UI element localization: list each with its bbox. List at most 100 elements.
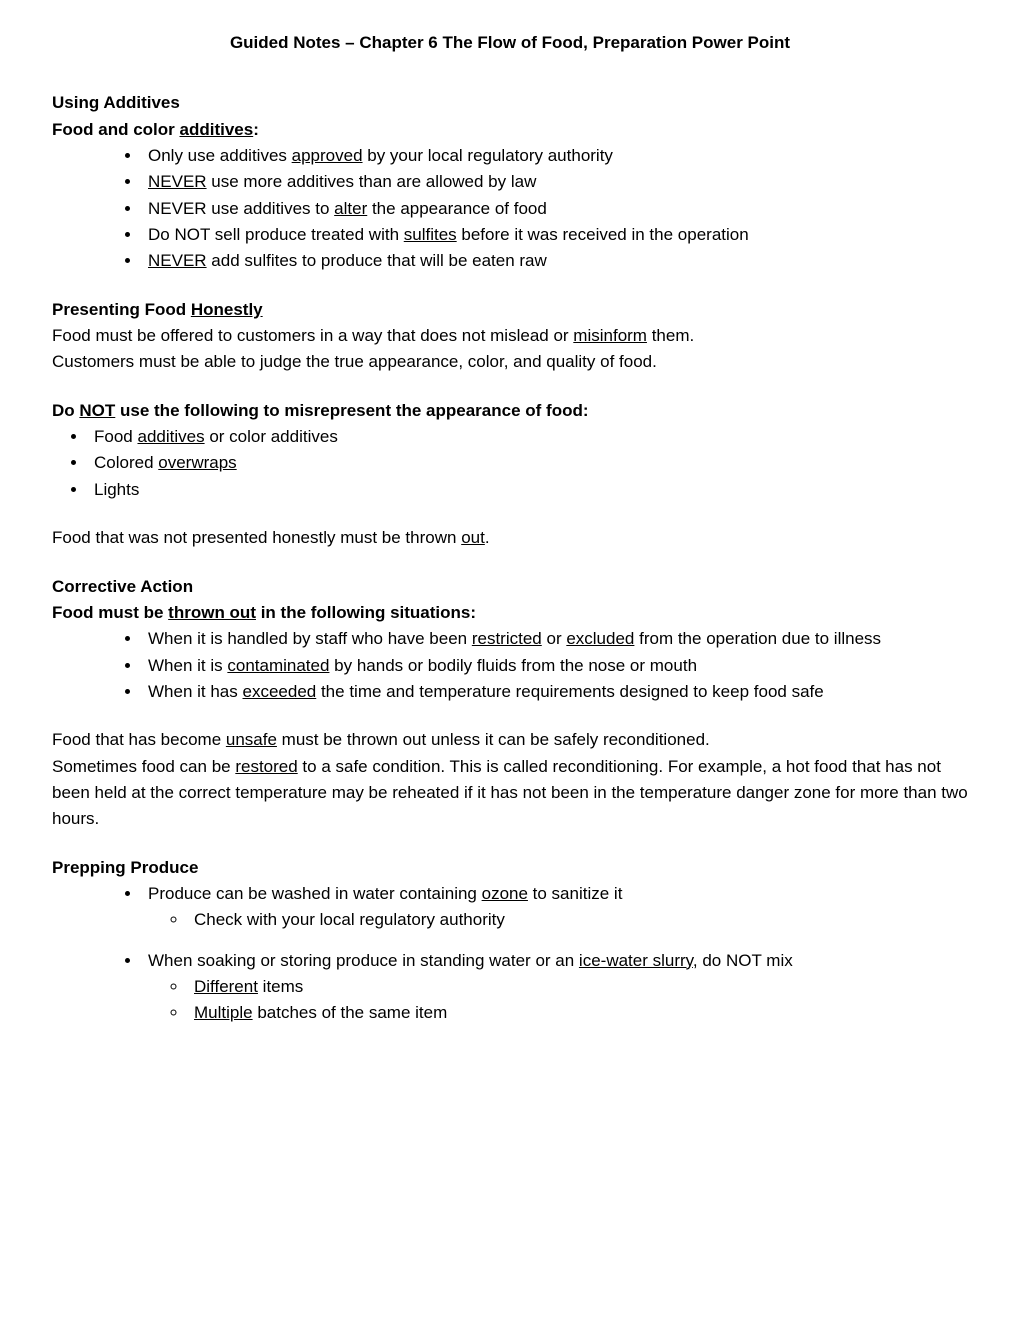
heading-corrective-action: Corrective Action xyxy=(52,574,968,600)
heading-using-additives: Using Additives xyxy=(52,90,968,116)
text-underline: excluded xyxy=(566,629,634,648)
sub-list: Different items Multiple batches of the … xyxy=(188,974,968,1027)
heading-do-not: Do NOT use the following to misrepresent… xyxy=(52,398,968,424)
text: . xyxy=(485,528,490,547)
list-item: Different items xyxy=(188,974,968,1000)
list-item: When it is contaminated by hands or bodi… xyxy=(142,653,968,679)
text-underline: NEVER xyxy=(148,172,207,191)
corrective-list: When it is handled by staff who have bee… xyxy=(142,626,968,705)
text: When it is handled by staff who have bee… xyxy=(148,629,472,648)
text: Food must be offered to customers in a w… xyxy=(52,326,573,345)
text: When it has xyxy=(148,682,243,701)
text: batches of the same item xyxy=(253,1003,448,1022)
text-underline: overwraps xyxy=(158,453,236,472)
text-underline: additives xyxy=(137,427,204,446)
text: before it was received in the operation xyxy=(457,225,749,244)
text: Presenting Food xyxy=(52,300,191,319)
text-underline: restored xyxy=(235,757,297,776)
text: Food that was not presented honestly mus… xyxy=(52,528,461,547)
text-underline: approved xyxy=(292,146,363,165)
list-item: Food additives or color additives xyxy=(88,424,968,450)
produce-list: Produce can be washed in water containin… xyxy=(142,881,968,934)
text-underline: Different xyxy=(194,977,258,996)
text: Do xyxy=(52,401,79,420)
text: Food must be xyxy=(52,603,168,622)
list-item: Do NOT sell produce treated with sulfite… xyxy=(142,222,968,248)
text-underline: ozone xyxy=(482,884,528,903)
text: must be thrown out unless it can be safe… xyxy=(277,730,710,749)
text: When it is xyxy=(148,656,227,675)
text: Food and color xyxy=(52,120,180,139)
text: in the following situations: xyxy=(256,603,476,622)
list-item: NEVER use additives to alter the appeara… xyxy=(142,196,968,222)
misrepresent-list: Food additives or color additives Colore… xyxy=(88,424,968,503)
section-do-not-misrepresent: Do NOT use the following to misrepresent… xyxy=(52,398,968,503)
heading-thrown-out-situations: Food must be thrown out in the following… xyxy=(52,600,968,626)
text-underline: ice-water slurry xyxy=(579,951,693,970)
list-item: When it is handled by staff who have bee… xyxy=(142,626,968,652)
list-item: Colored overwraps xyxy=(88,450,968,476)
list-item: Lights xyxy=(88,477,968,503)
text: Do NOT sell produce treated with xyxy=(148,225,404,244)
text-underline: exceeded xyxy=(243,682,317,701)
list-item: Check with your local regulatory authori… xyxy=(188,907,968,933)
section-prepping-produce: Prepping Produce Produce can be washed i… xyxy=(52,855,968,1027)
section-presenting-honestly: Presenting Food Honestly Food must be of… xyxy=(52,297,968,376)
additives-list: Only use additives approved by your loca… xyxy=(142,143,968,275)
text: or xyxy=(542,629,567,648)
text: Produce can be washed in water containin… xyxy=(148,884,482,903)
list-item: Produce can be washed in water containin… xyxy=(142,881,968,934)
heading-food-color-additives: Food and color additives: xyxy=(52,117,968,143)
list-item: When soaking or storing produce in stand… xyxy=(142,948,968,1027)
paragraph: Food that has become unsafe must be thro… xyxy=(52,727,968,753)
text-underline: unsafe xyxy=(226,730,277,749)
text: Food xyxy=(94,427,137,446)
text: : xyxy=(253,120,259,139)
text-underline: thrown out xyxy=(168,603,256,622)
text: items xyxy=(258,977,303,996)
sub-list: Check with your local regulatory authori… xyxy=(188,907,968,933)
paragraph: Food must be offered to customers in a w… xyxy=(52,323,968,349)
text: add sulfites to produce that will be eat… xyxy=(207,251,547,270)
page-title: Guided Notes – Chapter 6 The Flow of Foo… xyxy=(52,30,968,56)
list-item: NEVER use more additives than are allowe… xyxy=(142,169,968,195)
text: Sometimes food can be xyxy=(52,757,235,776)
text: When soaking or storing produce in stand… xyxy=(148,951,579,970)
section-corrective-action: Corrective Action Food must be thrown ou… xyxy=(52,574,968,706)
text: use more additives than are allowed by l… xyxy=(207,172,537,191)
heading-presenting-honestly: Presenting Food Honestly xyxy=(52,297,968,323)
text-underline: alter xyxy=(334,199,367,218)
text: use the following to misrepresent the ap… xyxy=(115,401,588,420)
text: the time and temperature requirements de… xyxy=(316,682,823,701)
text: them. xyxy=(647,326,694,345)
paragraph-thrown-out: Food that was not presented honestly mus… xyxy=(52,525,968,551)
text: or color additives xyxy=(205,427,338,446)
list-item: NEVER add sulfites to produce that will … xyxy=(142,248,968,274)
text-underline: misinform xyxy=(573,326,647,345)
text: Lights xyxy=(94,480,139,499)
text-underline: NEVER xyxy=(148,251,207,270)
list-item: Only use additives approved by your loca… xyxy=(142,143,968,169)
text: from the operation due to illness xyxy=(634,629,881,648)
text-underline: out xyxy=(461,528,485,547)
paragraph: Customers must be able to judge the true… xyxy=(52,349,968,375)
text: Food that has become xyxy=(52,730,226,749)
produce-list-2: When soaking or storing produce in stand… xyxy=(142,948,968,1027)
text-underline: Honestly xyxy=(191,300,263,319)
text: , do NOT mix xyxy=(693,951,793,970)
text-underline: restricted xyxy=(472,629,542,648)
text-underline: Multiple xyxy=(194,1003,253,1022)
text: by your local regulatory authority xyxy=(363,146,613,165)
text-underline: contaminated xyxy=(227,656,329,675)
text-underline: additives xyxy=(180,120,254,139)
text: Colored xyxy=(94,453,158,472)
paragraph: Sometimes food can be restored to a safe… xyxy=(52,754,968,833)
text: NEVER use additives to xyxy=(148,199,334,218)
list-item: Multiple batches of the same item xyxy=(188,1000,968,1026)
text-underline: sulfites xyxy=(404,225,457,244)
section-using-additives: Using Additives Food and color additives… xyxy=(52,90,968,274)
text: the appearance of food xyxy=(367,199,547,218)
text: to sanitize it xyxy=(528,884,623,903)
text: by hands or bodily fluids from the nose … xyxy=(329,656,697,675)
heading-prepping-produce: Prepping Produce xyxy=(52,855,968,881)
